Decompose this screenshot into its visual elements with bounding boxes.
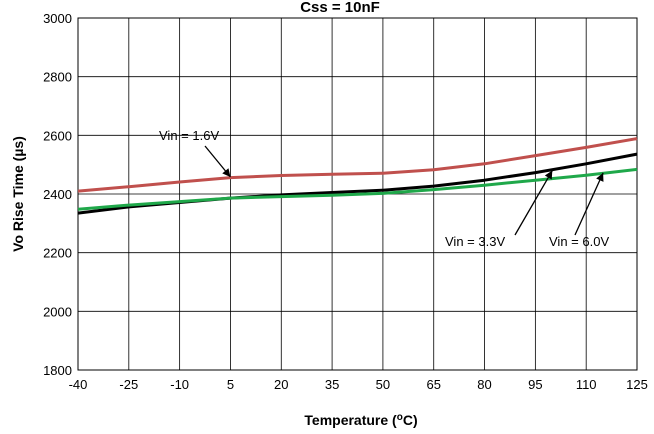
x-tick-label: 80 [477, 377, 491, 392]
x-tick-label: 110 [576, 377, 597, 392]
x-axis-title: Temperature (oC) [304, 412, 417, 428]
x-axis-title-main: Temperature ( [304, 412, 397, 428]
x-tick-label: 65 [426, 377, 440, 392]
y-tick-label: 2600 [43, 128, 72, 143]
y-tick-label: 2800 [43, 70, 72, 85]
x-tick-label: -40 [69, 377, 88, 392]
y-tick-label: 1800 [43, 363, 72, 378]
series-line-vin-1-6v [77, 137, 638, 193]
annotation-label: Vin = 3.3V [445, 234, 505, 249]
x-tick-label: 125 [626, 377, 648, 392]
annotation-arrow [514, 170, 553, 236]
x-tick-label: 35 [325, 377, 339, 392]
annotation-arrowhead [222, 168, 231, 177]
x-tick-label: 20 [274, 377, 288, 392]
x-tick-label: 50 [376, 377, 390, 392]
x-tick-label: -10 [170, 377, 189, 392]
plot-frame [77, 17, 638, 371]
x-axis-title-tail: C) [403, 412, 418, 428]
annotations: Vin = 1.6V Vin = 3.3V Vin = 6.0V [159, 128, 609, 249]
annotation-arrowhead [596, 172, 604, 182]
x-tick-label: -25 [119, 377, 138, 392]
x-tick-label: 95 [528, 377, 542, 392]
y-tick-label: 2400 [43, 187, 72, 202]
y-axis-title: Vo Rise Time (µs) [10, 136, 26, 252]
annotation-arrowhead [544, 170, 553, 180]
x-tick-label: 5 [227, 377, 234, 392]
y-tick-label: 2000 [43, 304, 72, 319]
y-tick-label: 3000 [43, 11, 72, 26]
x-axis-title-superscript: o [397, 412, 403, 423]
series-group [77, 137, 638, 215]
y-axis-ticks: 1800 2000 2200 2400 2600 2800 3000 [43, 11, 72, 378]
chart-title: Css = 10nF [300, 0, 380, 16]
y-tick-label: 2200 [43, 246, 72, 261]
series-line-vin-6-0v [77, 167, 638, 211]
annotation-label: Vin = 1.6V [159, 128, 219, 143]
annotation-arrow [574, 172, 604, 236]
x-axis-ticks: -40 -25 -10 5 20 35 50 65 80 95 110 125 [69, 377, 648, 392]
annotation-label: Vin = 6.0V [549, 234, 609, 249]
